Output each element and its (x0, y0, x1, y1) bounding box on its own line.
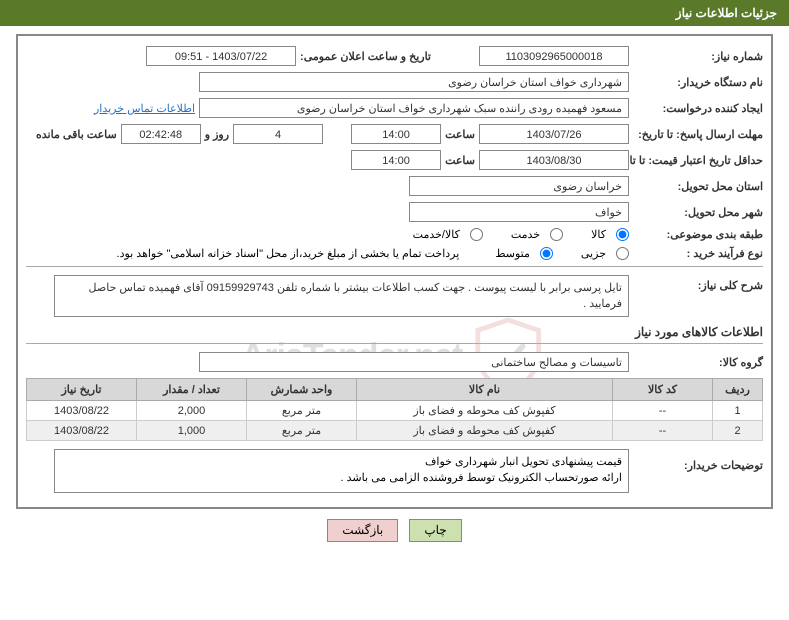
col-row: ردیف (713, 379, 763, 401)
cell-code: -- (613, 401, 713, 421)
deadline-label: مهلت ارسال پاسخ: تا تاریخ: (633, 128, 763, 141)
announce-date-label: تاریخ و ساعت اعلان عمومی: (300, 50, 431, 63)
table-row: 2 -- کفپوش کف محوطه و فضای باز متر مربع … (27, 421, 763, 441)
category-goods-radio[interactable] (616, 228, 629, 241)
buyer-desc-label: توضیحات خریدار: (633, 449, 763, 472)
org-label: نام دستگاه خریدار: (633, 76, 763, 89)
main-panel: AriaTender.net شماره نیاز: 1103092965000… (16, 34, 773, 509)
items-table: ردیف کد کالا نام کالا واحد شمارش تعداد /… (26, 378, 763, 441)
validity-date-value: 1403/08/30 (479, 150, 629, 170)
creator-value: مسعود فهمیده رودی راننده سبک شهرداری خوا… (199, 98, 629, 118)
page-header: جزئیات اطلاعات نیاز (0, 0, 789, 26)
deadline-time-value: 14:00 (351, 124, 441, 144)
group-value: تاسیسات و مصالح ساختمانی (199, 352, 629, 372)
cell-date: 1403/08/22 (27, 401, 137, 421)
buyer-desc-line2: ارائه صورتحساب الکترونیک توسط فروشنده ال… (61, 470, 622, 486)
desc-label: شرح کلی نیاز: (633, 275, 763, 292)
table-row: 1 -- کفپوش کف محوطه و فضای باز متر مربع … (27, 401, 763, 421)
cell-qty: 2,000 (137, 401, 247, 421)
cell-qty: 1,000 (137, 421, 247, 441)
category-label: طبقه بندی موضوعی: (633, 228, 763, 241)
proc-medium-radio[interactable] (540, 247, 553, 260)
col-code: کد کالا (613, 379, 713, 401)
deadline-date-value: 1403/07/26 (479, 124, 629, 144)
countdown-value: 02:42:48 (121, 124, 201, 144)
time-label-2: ساعت (445, 154, 475, 167)
days-and-label: روز و (205, 128, 229, 141)
need-description: تایل پرسی برابر با لیست پیوست . جهت کسب … (54, 275, 629, 317)
col-date: تاریخ نیاز (27, 379, 137, 401)
org-value: شهرداری خواف استان خراسان رضوی (199, 72, 629, 92)
buyer-description: قیمت پیشنهادی تحویل انبار شهرداری خواف ا… (54, 449, 629, 493)
remaining-label: ساعت باقی مانده (36, 128, 117, 141)
payment-note: پرداخت تمام یا بخشی از مبلغ خرید،از محل … (117, 247, 460, 260)
cell-name: کفپوش کف محوطه و فضای باز (357, 401, 613, 421)
cell-idx: 1 (713, 401, 763, 421)
creator-label: ایجاد کننده درخواست: (633, 102, 763, 115)
divider-1 (26, 266, 763, 267)
need-number-label: شماره نیاز: (633, 50, 763, 63)
col-qty: تعداد / مقدار (137, 379, 247, 401)
col-unit: واحد شمارش (247, 379, 357, 401)
category-service-radio[interactable] (550, 228, 563, 241)
back-button[interactable]: بازگشت (327, 519, 398, 542)
items-section-title: اطلاعات کالاهای مورد نیاز (26, 325, 763, 339)
category-both-label: کالا/خدمت (413, 228, 460, 241)
group-label: گروه کالا: (633, 356, 763, 369)
category-both-radio[interactable] (470, 228, 483, 241)
cell-unit: متر مربع (247, 421, 357, 441)
cell-unit: متر مربع (247, 401, 357, 421)
city-value: خواف (409, 202, 629, 222)
city-label: شهر محل تحویل: (633, 206, 763, 219)
cell-code: -- (613, 421, 713, 441)
proc-small-label: جزیی (581, 247, 606, 260)
divider-2 (26, 343, 763, 344)
cell-name: کفپوش کف محوطه و فضای باز (357, 421, 613, 441)
category-service-label: خدمت (511, 228, 540, 241)
time-label-1: ساعت (445, 128, 475, 141)
province-value: خراسان رضوی (409, 176, 629, 196)
validity-time-value: 14:00 (351, 150, 441, 170)
col-name: نام کالا (357, 379, 613, 401)
proc-medium-label: متوسط (495, 247, 530, 260)
buyer-contact-link[interactable]: اطلاعات تماس خریدار (94, 102, 195, 115)
cell-date: 1403/08/22 (27, 421, 137, 441)
proc-small-radio[interactable] (616, 247, 629, 260)
validity-label: حداقل تاریخ اعتبار قیمت: تا تاریخ: (633, 154, 763, 167)
days-remaining-value: 4 (233, 124, 323, 144)
page-title: جزئیات اطلاعات نیاز (676, 6, 777, 20)
buyer-desc-line1: قیمت پیشنهادی تحویل انبار شهرداری خواف (61, 454, 622, 470)
announce-date-value: 1403/07/22 - 09:51 (146, 46, 296, 66)
cell-idx: 2 (713, 421, 763, 441)
need-number-value: 1103092965000018 (479, 46, 629, 66)
items-tbody: 1 -- کفپوش کف محوطه و فضای باز متر مربع … (27, 401, 763, 441)
category-goods-label: کالا (591, 228, 606, 241)
proc-type-label: نوع فرآیند خرید : (633, 247, 763, 260)
print-button[interactable]: چاپ (409, 519, 461, 542)
province-label: استان محل تحویل: (633, 180, 763, 193)
